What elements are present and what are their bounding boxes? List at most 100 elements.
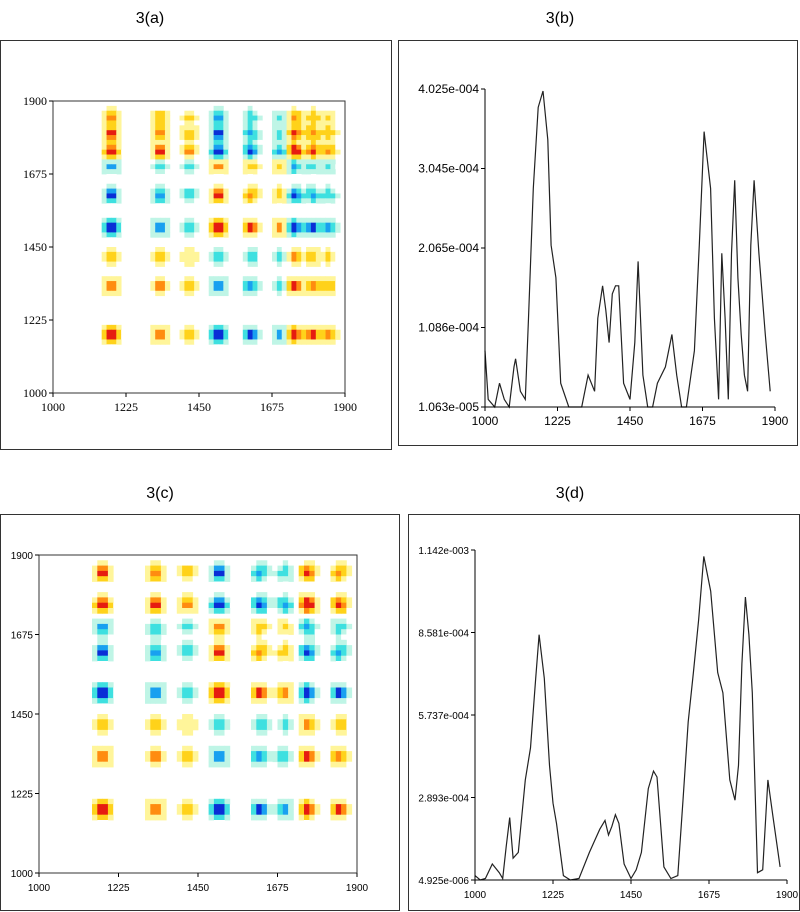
- heatmap-cell: [291, 276, 297, 282]
- heatmap-cell: [189, 232, 195, 238]
- heatmap-cell: [111, 285, 117, 292]
- heatmap-cell: [224, 745, 231, 752]
- heatmap-cell: [320, 256, 326, 262]
- heatmap-cell: [219, 751, 225, 757]
- heatmap-cell: [145, 809, 151, 816]
- heatmap-cell: [179, 193, 185, 199]
- heatmap-cell: [252, 164, 258, 170]
- heatmap-cell: [106, 183, 112, 189]
- heatmap-cell: [335, 602, 342, 609]
- heatmap-cell: [256, 629, 262, 635]
- heatmap-cell: [213, 714, 220, 720]
- heatmap-cell: [203, 329, 210, 335]
- heatmap-cell: [257, 256, 263, 262]
- heatmap-cell: [296, 285, 302, 292]
- heatmap-cell: [92, 560, 98, 566]
- heatmap-cell: [160, 130, 166, 136]
- heatmap-cell: [218, 174, 224, 180]
- heatmap-cell: [330, 183, 336, 189]
- heatmap-cell: [256, 809, 262, 816]
- heatmap-cell: [101, 256, 107, 262]
- heatmap-cell: [106, 130, 112, 136]
- heatmap-cell: [203, 809, 209, 816]
- heatmap-cell: [301, 125, 307, 131]
- heatmap-cell: [189, 247, 195, 253]
- heatmap-cell: [160, 729, 167, 736]
- heatmap-cell: [288, 597, 294, 604]
- heatmap-cell: [325, 217, 331, 224]
- heatmap-cell: [150, 261, 156, 267]
- heatmap-cell: [298, 714, 305, 720]
- y-tick-label: 1.142e-003: [418, 546, 469, 557]
- heatmap-cell: [315, 120, 322, 126]
- heatmap-cell: [257, 339, 263, 345]
- heatmap-cell: [276, 339, 283, 345]
- heatmap-cell: [237, 149, 244, 155]
- heatmap-cell: [251, 714, 257, 720]
- heatmap-cell: [286, 139, 292, 146]
- heatmap-cell: [296, 324, 302, 331]
- heatmap-cell: [325, 110, 331, 116]
- heatmap-cell: [164, 193, 171, 199]
- heatmap-cell: [245, 692, 252, 699]
- heatmap-cell: [261, 729, 268, 736]
- heatmap-cell: [102, 814, 109, 821]
- heatmap-cell: [219, 655, 225, 662]
- heatmap-cell: [325, 724, 331, 731]
- heatmap-cell: [106, 290, 112, 297]
- heatmap-cell: [223, 290, 229, 297]
- heatmap-cell: [272, 565, 278, 572]
- heatmap-cell: [298, 661, 305, 667]
- heatmap-cell: [341, 751, 347, 757]
- heatmap-cell: [282, 814, 289, 821]
- heatmap-cell: [304, 719, 310, 725]
- heatmap-cell: [194, 169, 200, 175]
- heatmap-cell: [208, 719, 215, 725]
- heatmap-cell: [341, 565, 347, 572]
- heatmap-cell: [256, 608, 262, 614]
- heatmap-cell: [330, 105, 336, 112]
- heatmap-cell: [252, 198, 258, 204]
- heatmap-cell: [291, 174, 297, 180]
- heatmap-cell: [155, 256, 161, 262]
- heatmap-cell: [298, 597, 305, 604]
- heatmap-cell: [182, 602, 188, 609]
- heatmap-cell: [310, 188, 317, 194]
- heatmap-cell: [102, 623, 109, 630]
- heatmap-cell: [150, 560, 156, 566]
- heatmap-cell: [194, 110, 200, 116]
- heatmap-cell: [194, 227, 200, 233]
- heatmap-cell: [208, 682, 215, 688]
- heatmap-cell: [160, 597, 167, 604]
- heatmap-cell: [155, 135, 161, 141]
- heatmap-cell: [252, 154, 258, 160]
- y-tick-label: 1.063e-005: [418, 400, 479, 414]
- heatmap-cell: [223, 149, 229, 155]
- heatmap-cell: [219, 602, 225, 609]
- heatmap-cell: [116, 227, 122, 233]
- heatmap-cell: [192, 798, 199, 805]
- heatmap-cell: [164, 339, 171, 345]
- heatmap-cell: [184, 144, 190, 151]
- heatmap-cell: [111, 174, 117, 180]
- heatmap-cell: [252, 232, 258, 238]
- heatmap-cell: [277, 761, 284, 768]
- heatmap-cell: [213, 183, 219, 189]
- x-tick-label: 1450: [187, 883, 210, 894]
- heatmap-cell: [335, 809, 342, 816]
- heatmap-cell: [325, 144, 331, 151]
- heatmap-cell: [277, 565, 284, 572]
- heatmap-cell: [252, 130, 258, 136]
- heatmap-cell: [272, 130, 278, 136]
- heatmap-cell: [111, 227, 117, 233]
- heatmap-cell: [182, 576, 188, 582]
- heatmap-cell: [213, 120, 219, 126]
- heatmap-cell: [277, 655, 284, 662]
- heatmap-cell: [155, 650, 162, 657]
- heatmap-cell: [194, 334, 200, 340]
- heatmap-cell: [266, 645, 273, 651]
- heatmap-cell: [314, 597, 321, 604]
- heatmap-cell: [150, 618, 156, 625]
- heatmap-cell: [160, 256, 166, 262]
- heatmap-cell: [256, 618, 262, 625]
